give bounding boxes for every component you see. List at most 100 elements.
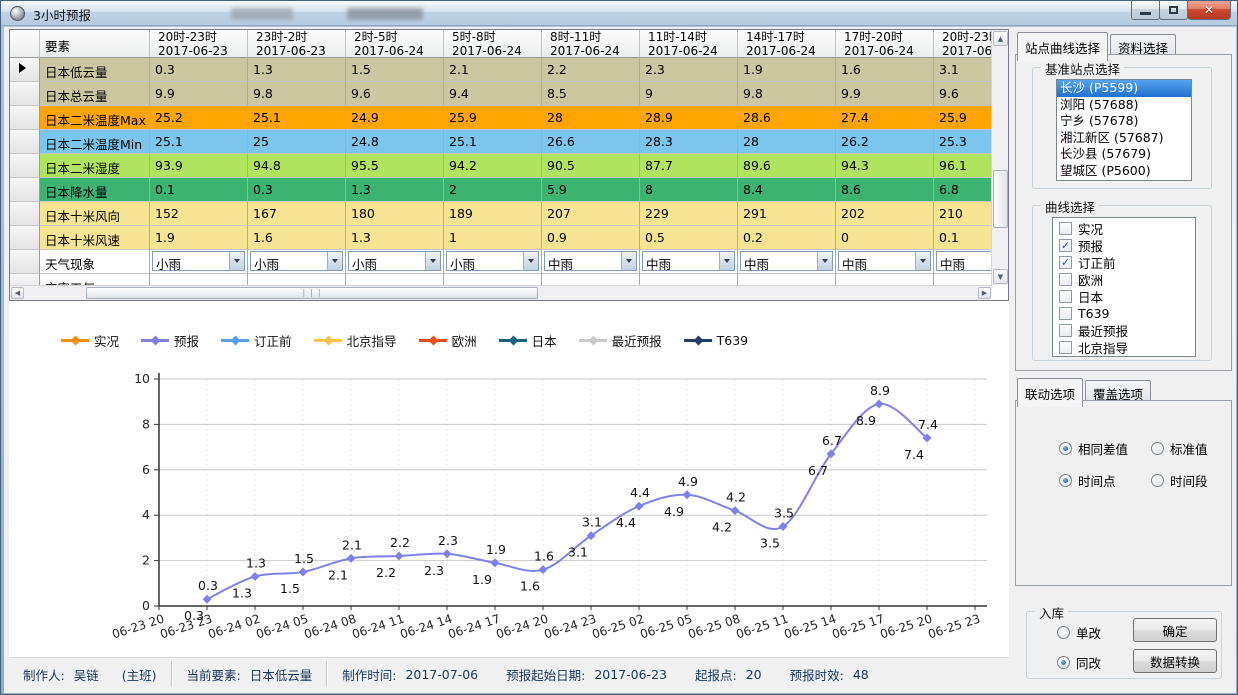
table-cell[interactable]: 8.5 — [542, 82, 640, 106]
chevron-down-icon[interactable] — [915, 252, 930, 270]
table-cell[interactable]: 24.8 — [346, 130, 444, 154]
table-cell[interactable]: 291 — [738, 202, 836, 226]
checkbox-icon[interactable] — [1059, 290, 1072, 303]
checkbox-icon[interactable] — [1059, 324, 1072, 337]
radio-icon[interactable] — [1151, 442, 1164, 455]
table-cell[interactable]: 1.3 — [346, 178, 444, 202]
table-cell[interactable]: 2.1 — [444, 58, 542, 82]
table-cell[interactable]: 95.5 — [346, 154, 444, 178]
radio-icon[interactable] — [1057, 626, 1070, 639]
table-cell[interactable]: 87.7 — [640, 154, 738, 178]
radio-icon[interactable] — [1059, 442, 1072, 455]
table-horizontal-scrollbar[interactable]: ◀ ❘❘❘ ▶ — [10, 285, 992, 300]
table-cell[interactable]: 0.3 — [248, 178, 346, 202]
table-cell[interactable]: 26.2 — [836, 130, 934, 154]
table-cell[interactable] — [738, 274, 836, 285]
weather-dropdown[interactable]: 小雨 — [250, 251, 343, 272]
station-list-item[interactable]: 长沙县 (57679) — [1060, 146, 1151, 161]
confirm-button[interactable]: 确定 — [1133, 618, 1217, 642]
ruku-radio[interactable]: 同改 — [1057, 653, 1101, 672]
table-cell[interactable] — [444, 274, 542, 285]
tab-linkage-options[interactable]: 联动选项 — [1017, 378, 1084, 407]
scroll-left-icon[interactable]: ◀ — [11, 287, 24, 299]
table-cell[interactable]: 8 — [640, 178, 738, 202]
checkbox-icon[interactable] — [1059, 307, 1072, 320]
table-cell[interactable]: 0 — [836, 226, 934, 250]
curve-checkbox-row[interactable]: 日本 — [1053, 288, 1195, 305]
linkage-radio[interactable]: 相同差值 — [1059, 439, 1128, 458]
table-cell[interactable]: 25 — [248, 130, 346, 154]
checkbox-icon[interactable] — [1059, 273, 1072, 286]
legend-item[interactable]: 北京指导 — [313, 331, 397, 350]
checkbox-icon[interactable]: ✓ — [1059, 256, 1072, 269]
table-cell[interactable]: 0.1 — [150, 178, 248, 202]
checkbox-icon[interactable] — [1059, 222, 1072, 235]
table-cell[interactable]: 207 — [542, 202, 640, 226]
row-selector-cell[interactable] — [10, 154, 40, 178]
table-cell[interactable]: 25.9 — [444, 106, 542, 130]
vertical-scroll-thumb[interactable] — [993, 170, 1008, 228]
table-cell[interactable]: 0.9 — [542, 226, 640, 250]
curve-checkbox-row[interactable]: 北京指导 — [1053, 339, 1195, 356]
row-selector-cell[interactable] — [10, 106, 40, 130]
ruku-radio[interactable]: 单改 — [1057, 623, 1101, 642]
table-cell[interactable] — [248, 274, 346, 285]
table-cell[interactable]: 1.3 — [346, 226, 444, 250]
table-cell[interactable]: 28.9 — [640, 106, 738, 130]
table-cell[interactable]: 0.2 — [738, 226, 836, 250]
legend-item[interactable]: 实况 — [61, 331, 119, 350]
table-cell[interactable]: 3.1 — [934, 58, 992, 82]
table-cell[interactable]: 1.6 — [836, 58, 934, 82]
table-cell[interactable] — [346, 274, 444, 285]
table-cell[interactable]: 210 — [934, 202, 992, 226]
scroll-right-icon[interactable]: ▶ — [978, 287, 991, 299]
table-cell[interactable]: 中雨 — [542, 250, 640, 274]
table-cell[interactable]: 94.3 — [836, 154, 934, 178]
weather-dropdown[interactable]: 中雨 — [838, 251, 931, 272]
chevron-down-icon[interactable] — [817, 252, 832, 270]
table-cell[interactable]: 1.5 — [346, 58, 444, 82]
curve-checkbox-row[interactable]: 欧洲 — [1053, 271, 1195, 288]
legend-item[interactable]: 最近预报 — [578, 331, 662, 350]
weather-dropdown[interactable]: 中雨 — [544, 251, 637, 272]
table-cell[interactable]: 2.2 — [542, 58, 640, 82]
table-cell[interactable]: 90.5 — [542, 154, 640, 178]
curve-checkbox-row[interactable]: ✓ 预报 — [1053, 237, 1195, 254]
row-selector-cell[interactable] — [10, 58, 40, 82]
minimize-button[interactable] — [1131, 1, 1160, 20]
table-cell[interactable]: 中雨 — [738, 250, 836, 274]
table-cell[interactable]: 2.3 — [640, 58, 738, 82]
table-cell[interactable]: 1.6 — [248, 226, 346, 250]
legend-item[interactable]: 订正前 — [221, 331, 292, 350]
table-cell[interactable]: 6.8 — [934, 178, 992, 202]
table-cell[interactable]: 27.4 — [836, 106, 934, 130]
table-cell[interactable]: 小雨 — [248, 250, 346, 274]
table-cell[interactable]: 28.6 — [738, 106, 836, 130]
weather-dropdown[interactable]: 中雨 — [740, 251, 833, 272]
weather-dropdown[interactable]: 小雨 — [348, 251, 441, 272]
table-cell[interactable]: 1 — [444, 226, 542, 250]
chevron-down-icon[interactable] — [523, 252, 538, 270]
table-cell[interactable]: 24.9 — [346, 106, 444, 130]
table-cell[interactable]: 1.9 — [150, 226, 248, 250]
table-cell[interactable]: 9 — [640, 82, 738, 106]
row-selector-cell[interactable] — [10, 130, 40, 154]
table-cell[interactable]: 0.5 — [640, 226, 738, 250]
row-selector-cell[interactable] — [10, 274, 40, 285]
chevron-down-icon[interactable] — [719, 252, 734, 270]
table-cell[interactable]: 152 — [150, 202, 248, 226]
table-cell[interactable]: 小雨 — [150, 250, 248, 274]
station-list-item[interactable]: 湘江新区 (57687) — [1060, 129, 1164, 145]
table-cell[interactable]: 26.6 — [542, 130, 640, 154]
legend-item[interactable]: T639 — [683, 333, 748, 348]
checkbox-icon[interactable] — [1059, 341, 1072, 354]
table-cell[interactable]: 28 — [738, 130, 836, 154]
table-cell[interactable]: 2 — [444, 178, 542, 202]
table-cell[interactable]: 8.6 — [836, 178, 934, 202]
table-cell[interactable]: 9.4 — [444, 82, 542, 106]
table-cell[interactable]: 25.3 — [934, 130, 992, 154]
chevron-down-icon[interactable] — [327, 252, 342, 270]
table-cell[interactable]: 25.1 — [444, 130, 542, 154]
linkage-radio[interactable]: 时间点 — [1059, 471, 1116, 490]
table-cell[interactable]: 9.6 — [346, 82, 444, 106]
